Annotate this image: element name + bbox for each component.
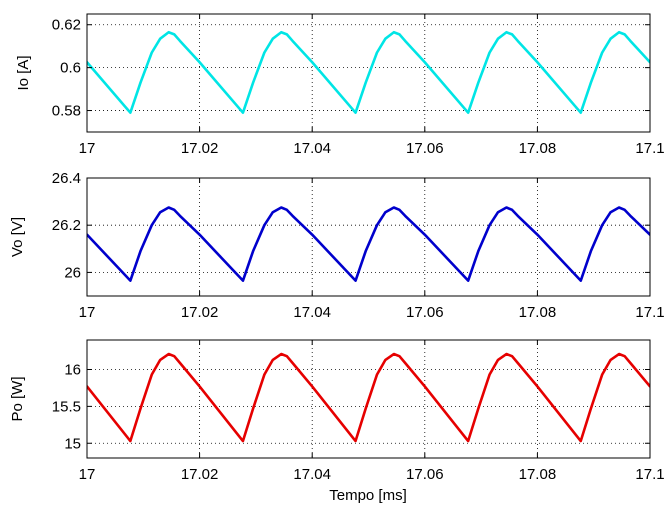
power-x-tick-label: 17.02 (181, 466, 219, 483)
voltage-x-tick-label: 17.08 (519, 304, 557, 321)
current-axes-frame (86, 13, 651, 133)
voltage-axes-frame (86, 177, 651, 297)
current-y-tick-label: 0.6 (60, 60, 81, 77)
voltage-x-tick-label: 17.04 (293, 304, 331, 321)
current-y-tick-label: 0.58 (52, 103, 81, 120)
current-x-tick-label: 17.06 (406, 140, 444, 157)
voltage-x-tick-label: 17 (79, 304, 96, 321)
power-x-tick-label: 17.06 (406, 466, 444, 483)
voltage-y-axis-label: Vo [V] (9, 217, 26, 257)
voltage-y-tick-label: 26.2 (52, 217, 81, 234)
voltage-y-tick-label: 26 (64, 264, 81, 281)
current-y-axis-label: Io [A] (15, 55, 32, 90)
power-ticks: 17 17.02 17.04 17.06 17.08 17.1 15 15.5 16 (52, 340, 665, 483)
voltage-series-line (87, 206, 650, 282)
current-x-tick-label: 17.02 (181, 140, 219, 157)
power-axes-frame (86, 339, 651, 459)
current-x-tick-label: 17.08 (519, 140, 557, 157)
power-y-tick-label: 15.5 (52, 398, 81, 415)
current-y-tick-label: 0.62 (52, 17, 81, 34)
voltage-y-tick-label: 26.4 (52, 170, 81, 187)
current-subplot: 17 17.02 17.04 17.06 17.08 17.1 0.58 0.6 0.62 Io… (15, 13, 665, 157)
power-x-tick-label: 17.08 (519, 466, 557, 483)
power-series-line (87, 352, 650, 443)
power-y-axis-label: Po [W] (9, 376, 26, 421)
time-x-axis-label: Tempo [ms] (329, 487, 407, 504)
current-series-line (87, 30, 650, 114)
current-x-tick-label: 17.04 (293, 140, 331, 157)
power-subplot: 17 17.02 17.04 17.06 17.08 17.1 15 15.5 16 Po [W… (9, 339, 665, 504)
power-y-tick-label: 16 (64, 362, 81, 379)
current-x-tick-label: 17.1 (635, 140, 664, 157)
voltage-ticks: 17 17.02 17.04 17.06 17.08 17.1 26 26.2 26.4 (52, 170, 665, 321)
current-x-tick-label: 17 (79, 140, 96, 157)
voltage-x-tick-label: 17.02 (181, 304, 219, 321)
voltage-x-tick-label: 17.1 (635, 304, 664, 321)
power-x-tick-label: 17.1 (635, 466, 664, 483)
voltage-grid (87, 178, 650, 296)
power-x-tick-label: 17 (79, 466, 96, 483)
power-y-tick-label: 15 (64, 435, 81, 452)
voltage-subplot: 17 17.02 17.04 17.06 17.08 17.1 26 26.2 26.4 Vo … (9, 170, 665, 321)
voltage-x-tick-label: 17.06 (406, 304, 444, 321)
current-ticks: 17 17.02 17.04 17.06 17.08 17.1 0.58 0.6 0.62 (52, 14, 665, 157)
power-x-tick-label: 17.04 (293, 466, 331, 483)
